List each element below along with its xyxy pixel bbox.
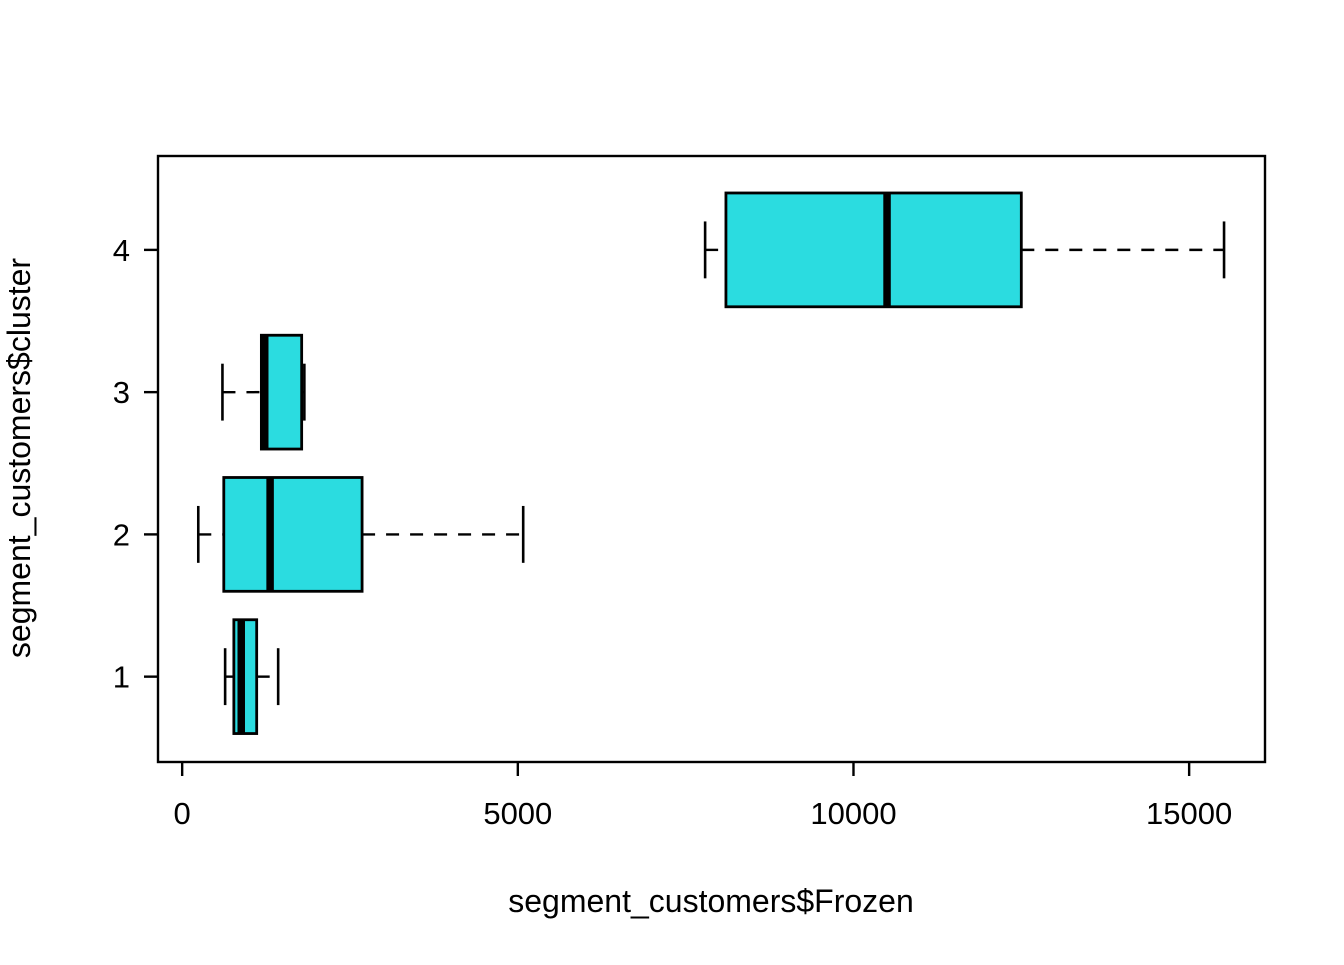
x-axis: 0 5000 10000 15000 bbox=[174, 762, 1232, 831]
box-cluster-2 bbox=[196, 476, 525, 593]
plot-border bbox=[156, 154, 1267, 764]
y-tick-label: 1 bbox=[113, 660, 130, 695]
box-cluster-4 bbox=[703, 191, 1226, 309]
box-cluster-3 bbox=[221, 333, 306, 451]
iqr-box bbox=[222, 476, 364, 593]
y-tick-label: 2 bbox=[113, 517, 130, 552]
iqr-box bbox=[724, 191, 1023, 309]
boxes-layer bbox=[196, 191, 1226, 735]
x-axis-title: segment_customers$Frozen bbox=[508, 883, 914, 919]
x-tick-label: 15000 bbox=[1146, 796, 1232, 831]
iqr-box bbox=[232, 618, 259, 735]
y-axis-title: segment_customers$cluster bbox=[1, 258, 37, 659]
y-axis: 1 2 3 4 bbox=[113, 233, 158, 695]
y-tick-label: 3 bbox=[113, 375, 130, 410]
y-tick-label: 4 bbox=[113, 233, 130, 268]
x-tick-label: 5000 bbox=[483, 796, 552, 831]
x-tick-label: 10000 bbox=[810, 796, 896, 831]
box-cluster-1 bbox=[223, 618, 280, 735]
x-tick-label: 0 bbox=[174, 796, 191, 831]
